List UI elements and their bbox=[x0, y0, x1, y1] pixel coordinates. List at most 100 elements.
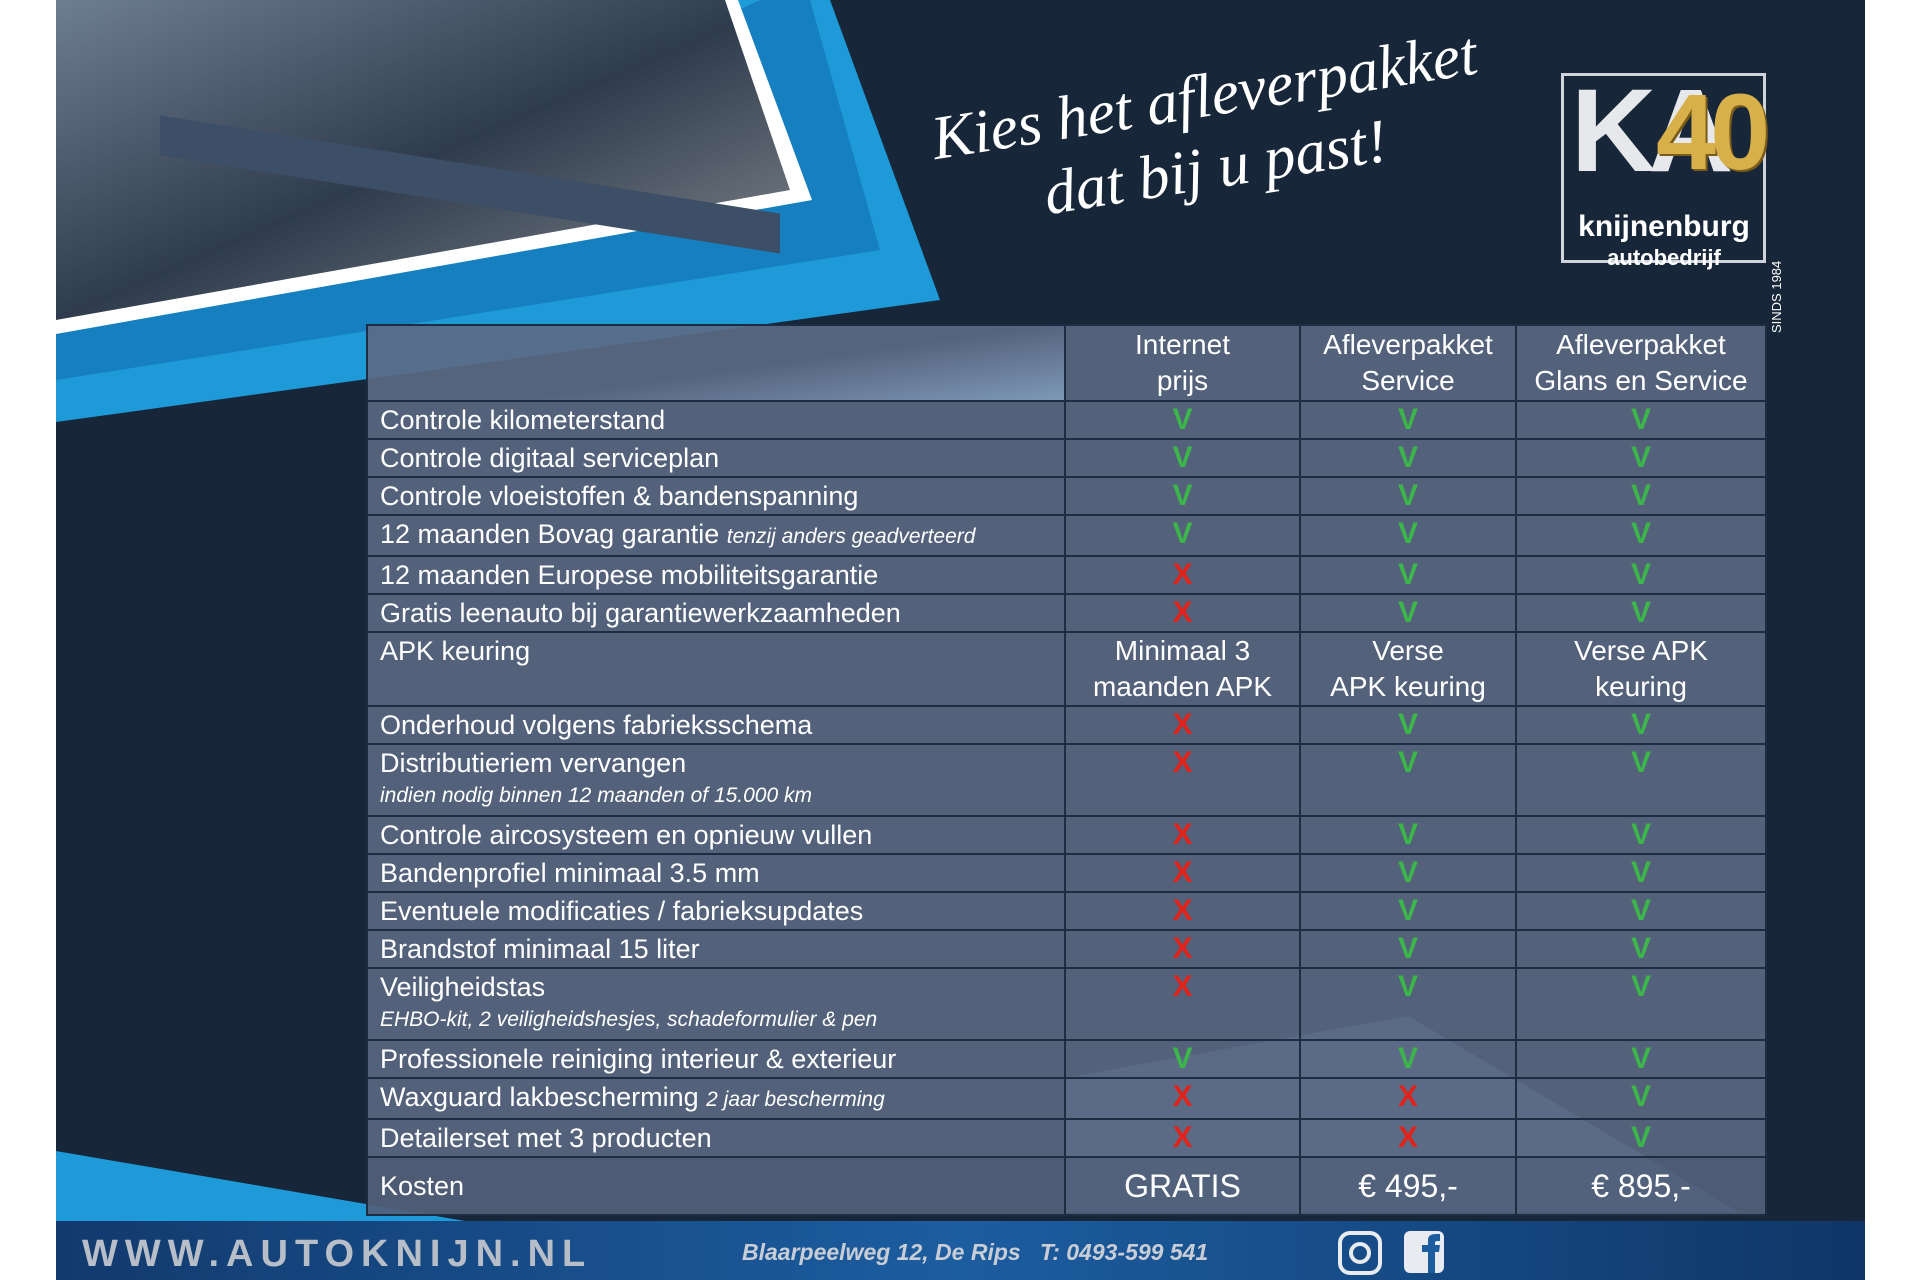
mark-cell: V bbox=[1299, 593, 1517, 633]
table-row: 12 maanden Bovag garantie tenzij anders … bbox=[366, 514, 1767, 557]
mark-cell: V bbox=[1515, 705, 1767, 745]
row-label: Controle aircosysteem en opnieuw vullen bbox=[380, 820, 873, 850]
mark-cell: V bbox=[1515, 400, 1767, 440]
text-cell-line: Verse bbox=[1372, 635, 1444, 666]
text-cell-line: keuring bbox=[1595, 671, 1687, 702]
blue-corner bbox=[56, 1151, 465, 1221]
row-label-cell: Veiligheidstas EHBO-kit, 2 veiligheidshes… bbox=[366, 967, 1066, 1041]
instagram-lens bbox=[1349, 1242, 1371, 1264]
row-label-cell: Bandenprofiel minimaal 3.5 mm bbox=[366, 853, 1066, 893]
mark-cell: V bbox=[1064, 400, 1301, 440]
mark-cell: X bbox=[1299, 1077, 1517, 1120]
row-label: Controle digitaal serviceplan bbox=[380, 443, 720, 473]
mark-cell: V bbox=[1299, 891, 1517, 931]
row-subnote: indien nodig binnen 12 maanden of 15.000… bbox=[380, 784, 812, 807]
mark-cell: V bbox=[1515, 1039, 1767, 1079]
mark-cell: V bbox=[1515, 1077, 1767, 1120]
mark-cell: V bbox=[1064, 514, 1301, 557]
footer-bar bbox=[56, 1221, 1865, 1280]
text-cell-line: APK keuring bbox=[1330, 671, 1486, 702]
table-row: Distributieriem vervangen indien nodig bi… bbox=[366, 743, 1767, 817]
column-header-line: Afleverpakket bbox=[1323, 329, 1493, 360]
mark-cell: V bbox=[1299, 929, 1517, 969]
row-label: Onderhoud volgens fabrieksschema bbox=[380, 710, 813, 740]
row-label: Veiligheidstas bbox=[380, 972, 546, 1002]
row-label-cell: Professionele reiniging interieur & exte… bbox=[366, 1039, 1066, 1079]
mark-cell: V bbox=[1515, 555, 1767, 595]
row-label-cell: APK keuring bbox=[366, 631, 1066, 707]
row-label: Eventuele modificaties / fabrieksupdates bbox=[380, 896, 864, 926]
row-label: Professionele reiniging interieur & exte… bbox=[380, 1044, 897, 1074]
row-label-cell: Eventuele modificaties / fabrieksupdates bbox=[366, 891, 1066, 931]
mark-cell: V bbox=[1515, 1118, 1767, 1158]
column-header-line: Afleverpakket bbox=[1556, 329, 1726, 360]
mark-cell: V bbox=[1299, 967, 1517, 1041]
text-cell-line: Minimaal 3 bbox=[1114, 635, 1251, 666]
row-label: Controle vloeistoffen & bandenspanning bbox=[380, 481, 859, 511]
table-row: APK keuring Minimaal 3 maanden APK Verse APK… bbox=[366, 631, 1767, 707]
table-row: Waxguard lakbescherming 2 jaar beschermi… bbox=[366, 1077, 1767, 1120]
row-label-cell: Detailerset met 3 producten bbox=[366, 1118, 1066, 1158]
row-label-cell: Onderhoud volgens fabrieksschema bbox=[366, 705, 1066, 745]
table-row: Controle aircosysteem en opnieuw vullen X… bbox=[366, 815, 1767, 855]
logo: KA 40 knijnenburg autobedrijf SINDS 1984 bbox=[1561, 65, 1801, 333]
logo-name: knijnenburg bbox=[1578, 210, 1750, 243]
phone: T: 0493-599 541 bbox=[1039, 1239, 1209, 1265]
row-label: Bandenprofiel minimaal 3.5 mm bbox=[380, 858, 760, 888]
table-row: Gratis leenauto bij garantiewerkzaamhede… bbox=[366, 593, 1767, 633]
row-label: 12 maanden Europese mobiliteitsgarantie bbox=[380, 560, 879, 590]
table-row: Bandenprofiel minimaal 3.5 mm X V V bbox=[366, 853, 1767, 893]
logo-subname: autobedrijf bbox=[1607, 245, 1721, 270]
mark-cell: V bbox=[1515, 929, 1767, 969]
mark-cell: V bbox=[1299, 1039, 1517, 1079]
instagram-icon[interactable] bbox=[1338, 1231, 1382, 1275]
row-label: Distributieriem vervangen bbox=[380, 748, 687, 778]
mark-cell: X bbox=[1064, 853, 1301, 893]
logo-letters: KA bbox=[1571, 65, 1733, 197]
mark-cell: V bbox=[1299, 743, 1517, 817]
mark-cell: V bbox=[1515, 476, 1767, 516]
mark-cell: X bbox=[1064, 815, 1301, 855]
mark-cell: V bbox=[1299, 400, 1517, 440]
mark-cell: V bbox=[1299, 555, 1517, 595]
table-row: Controle vloeistoffen & bandenspanning V V… bbox=[366, 476, 1767, 516]
mark-cell: V bbox=[1515, 743, 1767, 817]
row-label: Controle kilometerstand bbox=[380, 405, 666, 435]
cost-label: Kosten bbox=[366, 1156, 1066, 1216]
website[interactable]: WWW.AUTOKNIJN.NL bbox=[82, 1233, 593, 1275]
cost-value: GRATIS bbox=[1064, 1156, 1301, 1216]
table-row: 12 maanden Europese mobiliteitsgarantie X… bbox=[366, 555, 1767, 595]
row-label-cell: Controle kilometerstand bbox=[366, 400, 1066, 440]
mark-cell: V bbox=[1299, 438, 1517, 478]
text-cell-line: maanden APK bbox=[1092, 671, 1273, 702]
photo-building bbox=[160, 115, 780, 254]
row-note: tenzij anders geadverteerd bbox=[726, 525, 976, 548]
row-label: Gratis leenauto bij garantiewerkzaamhede… bbox=[380, 598, 901, 628]
row-label: Waxguard lakbescherming bbox=[380, 1082, 699, 1112]
column-header: Afleverpakket Service bbox=[1299, 324, 1517, 402]
mark-cell: V bbox=[1299, 705, 1517, 745]
logo-since: SINDS 1984 bbox=[1769, 260, 1784, 333]
mark-cell: X bbox=[1064, 929, 1301, 969]
row-label-cell: 12 maanden Europese mobiliteitsgarantie bbox=[366, 555, 1066, 595]
mark-cell: V bbox=[1299, 476, 1517, 516]
row-note: 2 jaar bescherming bbox=[706, 1088, 885, 1111]
mark-cell: V bbox=[1064, 1039, 1301, 1079]
contact: Blaarpeelweg 12, De Rips T: 0493-599 541 bbox=[742, 1239, 1208, 1266]
mark-cell: V bbox=[1299, 815, 1517, 855]
table-row: Onderhoud volgens fabrieksschema X V V bbox=[366, 705, 1767, 745]
mark-cell: X bbox=[1064, 555, 1301, 595]
row-label: APK keuring bbox=[380, 636, 531, 666]
row-label-cell: Controle aircosysteem en opnieuw vullen bbox=[366, 815, 1066, 855]
corner-cell bbox=[366, 324, 1066, 402]
row-label: Detailerset met 3 producten bbox=[380, 1123, 712, 1153]
row-label: 12 maanden Bovag garantie bbox=[380, 519, 720, 549]
table-row: Professionele reiniging interieur & exte… bbox=[366, 1039, 1767, 1079]
text-cell: Verse APK keuring bbox=[1515, 631, 1767, 707]
table-row: Controle kilometerstand V V V bbox=[366, 400, 1767, 440]
column-header-line: Service bbox=[1361, 365, 1455, 396]
cost-value: € 895,- bbox=[1515, 1156, 1767, 1216]
column-header: Afleverpakket Glans en Service bbox=[1515, 324, 1767, 402]
text-cell-line: Verse APK bbox=[1574, 635, 1708, 666]
